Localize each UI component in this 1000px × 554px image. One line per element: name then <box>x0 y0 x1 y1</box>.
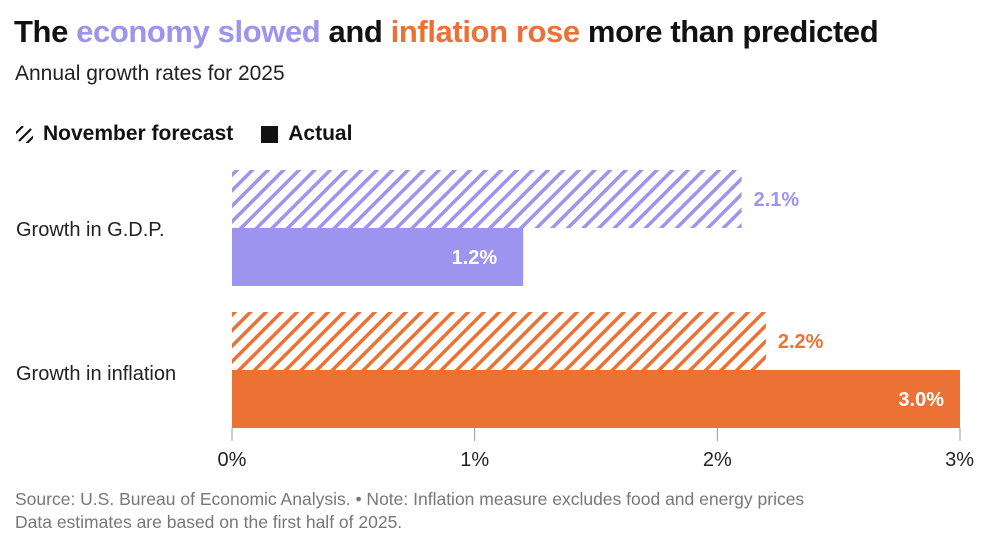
value-label-inflation-actual: 3.0% <box>898 389 944 411</box>
title-part-1: The <box>14 14 77 49</box>
x-axis: 0% 1% 2% 3% <box>218 428 974 471</box>
title-highlight-inflation: inflation rose <box>390 14 580 49</box>
value-label-inflation-forecast: 2.2% <box>778 331 824 353</box>
source-line-1: Source: U.S. Bureau of Economic Analysis… <box>15 489 805 509</box>
solid-square-icon <box>261 125 279 143</box>
x-tick-label: 0% <box>218 449 247 471</box>
chart-legend: November forecast Actual <box>16 120 352 148</box>
category-label-inflation: Growth in inflation <box>16 363 176 385</box>
title-part-2: and <box>320 14 391 49</box>
bar-inflation-actual <box>232 370 960 428</box>
legend-actual-label: Actual <box>288 122 353 145</box>
bar-inflation-forecast <box>232 312 766 370</box>
source-line-2: Data estimates are based on the first ha… <box>15 512 403 532</box>
title-part-3: more than predicted <box>579 14 879 49</box>
chart-title: The economy slowed and inflation rose mo… <box>14 14 879 50</box>
chart-subtitle: Annual growth rates for 2025 <box>15 62 285 85</box>
source-note: Source: U.S. Bureau of Economic Analysis… <box>15 488 804 534</box>
x-tick-label: 1% <box>460 449 489 471</box>
hatch-pattern-icon <box>16 125 33 143</box>
category-label-gdp: Growth in G.D.P. <box>16 219 165 241</box>
title-highlight-economy: economy slowed <box>76 14 321 49</box>
x-tick-label: 3% <box>945 449 974 471</box>
x-tick-label: 2% <box>703 449 732 471</box>
value-label-gdp-actual: 1.2% <box>452 247 498 269</box>
bar-gdp-forecast <box>232 170 742 228</box>
bar-gdp-actual <box>232 228 524 286</box>
legend-forecast-label: November forecast <box>43 122 234 145</box>
value-label-gdp-forecast: 2.1% <box>754 189 800 211</box>
